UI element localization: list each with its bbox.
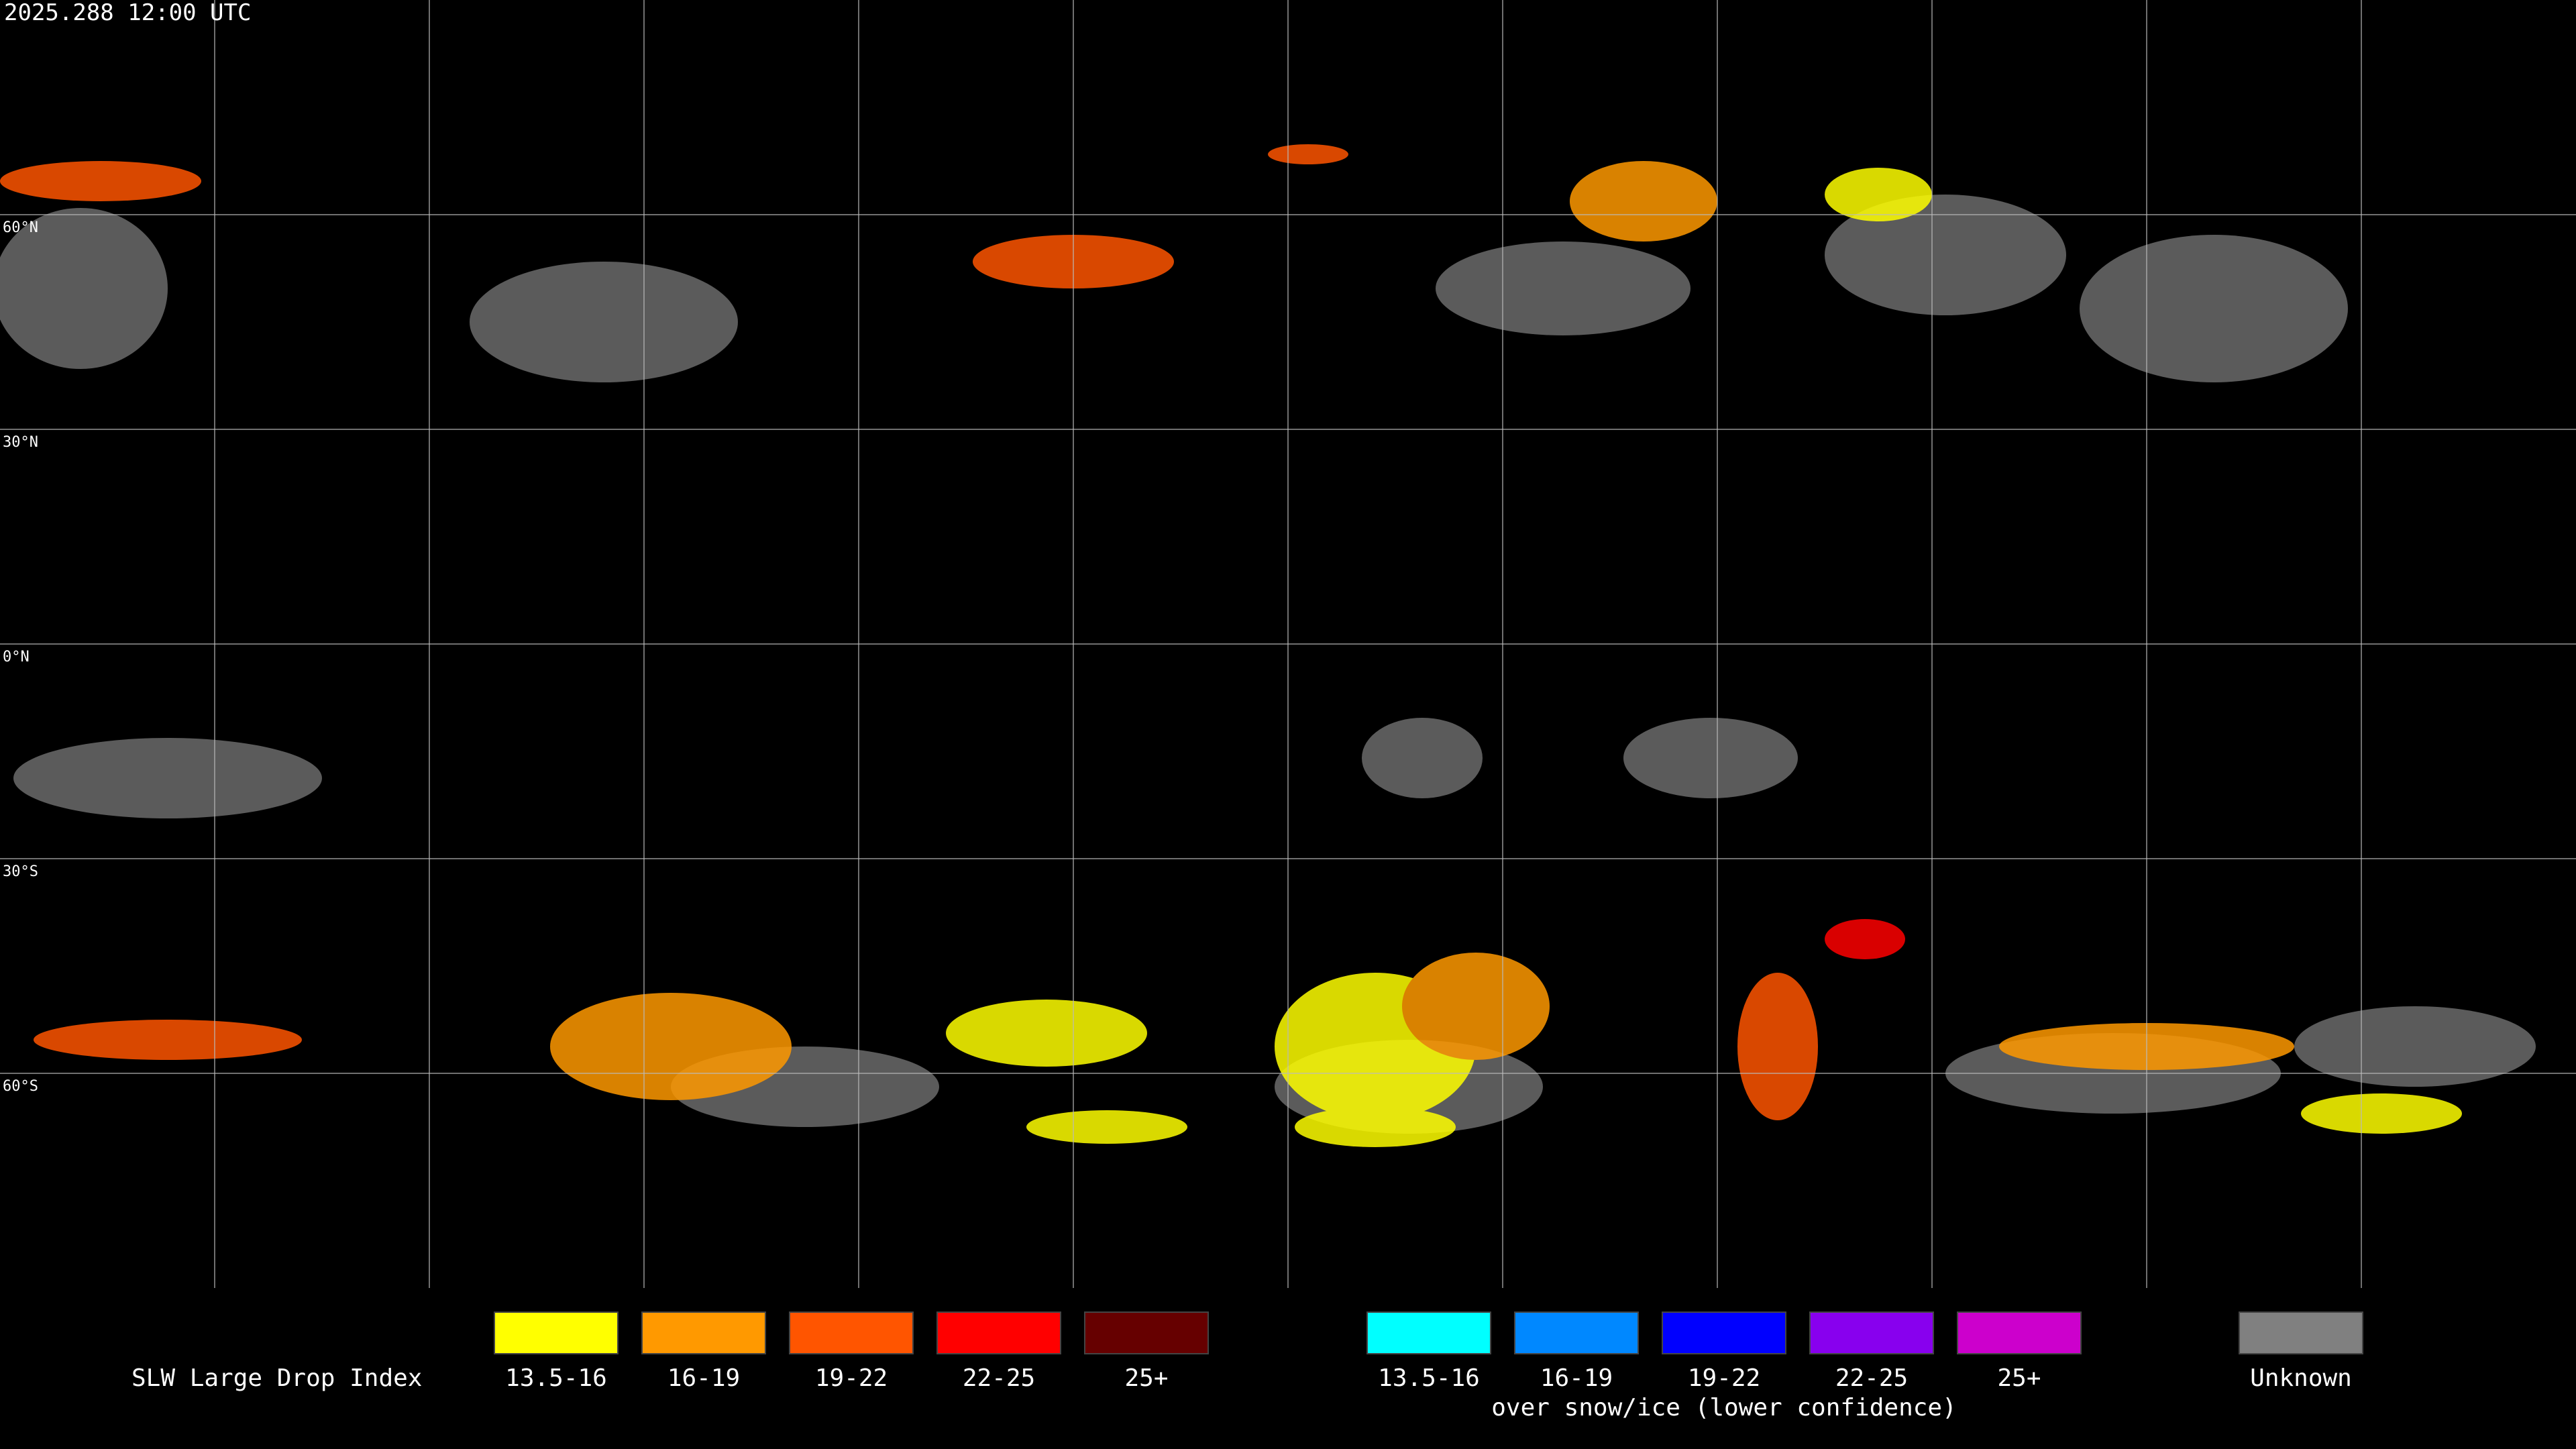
legend-label: 13.5-16 [505,1364,607,1392]
latitude-label: 30°S [3,863,38,880]
legend-swatch [936,1311,1061,1354]
legend-label: 19-22 [1688,1364,1760,1392]
legend-label: 19-22 [815,1364,888,1392]
legend-swatch [1957,1311,2082,1354]
legend-label: Unknown [2250,1364,2352,1392]
legend: SLW Large Drop Index 13.5-16 16-19 19-22 22-… [131,1311,2363,1421]
legend-label: 22-25 [963,1364,1035,1392]
latitude-label: 60°S [3,1078,38,1095]
legend-swatch [2239,1311,2363,1354]
legend-swatch [494,1311,619,1354]
legend-caption: over snow/ice (lower confidence) [1491,1394,1957,1421]
latitude-label: 60°N [3,219,38,236]
legend-swatch [1662,1311,1786,1354]
legend-swatch [1514,1311,1639,1354]
legend-label: 25+ [1997,1364,2041,1392]
legend-swatch [1084,1311,1209,1354]
latitude-label: 30°N [3,434,38,451]
legend-swatch [1809,1311,1934,1354]
timestamp: 2025.288 12:00 UTC [4,0,251,26]
legend-label: 22-25 [1835,1364,1908,1392]
legend-label: 13.5-16 [1378,1364,1480,1392]
legend-swatch [1366,1311,1491,1354]
legend-title: SLW Large Drop Index [131,1364,422,1392]
latitude-label: 0°N [3,649,30,665]
legend-label: 25+ [1124,1364,1168,1392]
cloud-fields [0,144,2536,1147]
legend-swatch [641,1311,766,1354]
legend-label: 16-19 [1540,1364,1613,1392]
graticule: 60°N 30°N 0°N 30°S 60°S [0,0,2576,1288]
legend-swatch [789,1311,914,1354]
legend-label: 16-19 [667,1364,740,1392]
